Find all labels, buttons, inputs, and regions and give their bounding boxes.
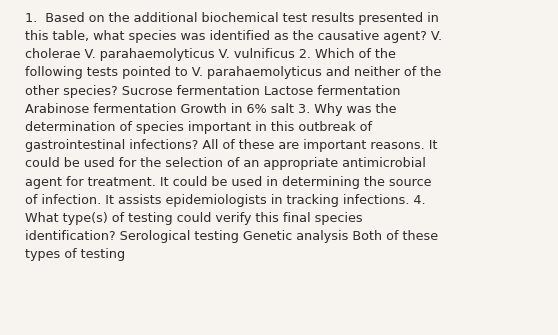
Text: 1.  Based on the additional biochemical test results presented in
this table, wh: 1. Based on the additional biochemical t… xyxy=(25,12,442,261)
